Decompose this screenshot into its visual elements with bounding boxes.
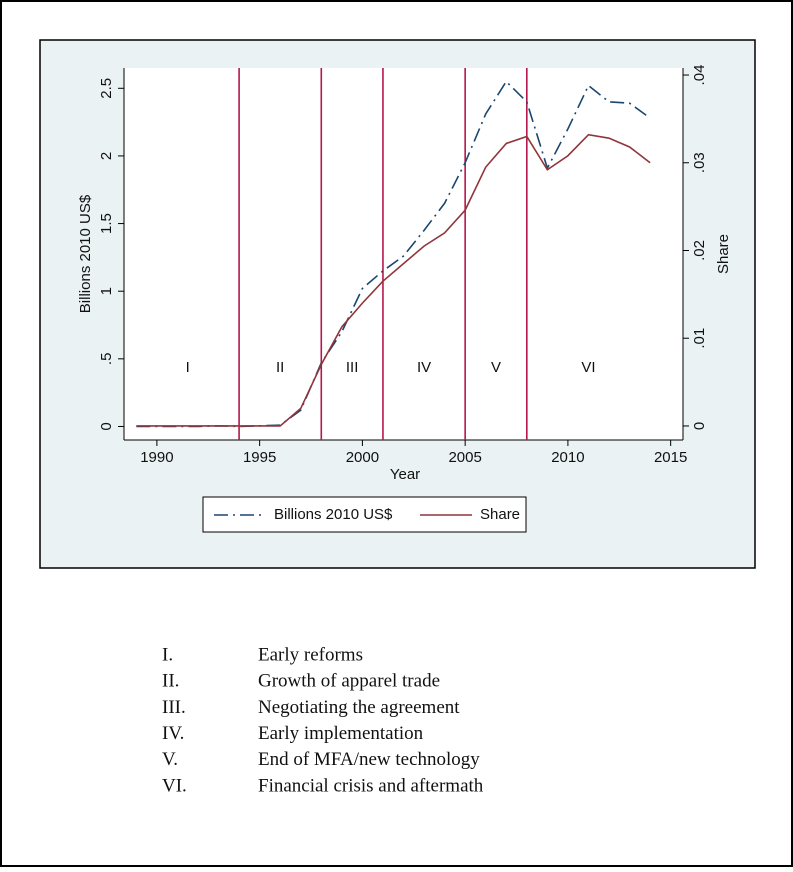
- phase-numeral: III.: [162, 697, 186, 718]
- y-tick-label: 0: [98, 422, 115, 430]
- phase-label: Financial crisis and aftermath: [258, 775, 484, 796]
- phase-label: Growth of apparel trade: [258, 671, 440, 692]
- phase-label: Early reforms: [258, 644, 363, 665]
- period-label: VI: [581, 359, 595, 376]
- plot: 1990 1995 2000 2005 2010 2015 0 .5 1 1.5 2 2.5 0 .01.…: [98, 65, 708, 523]
- phase-label: Early implementation: [258, 723, 424, 744]
- y2-axis-title: Share: [715, 234, 732, 274]
- legend: [202, 496, 527, 533]
- phase-numeral: II.: [162, 671, 179, 692]
- period-label: I: [186, 359, 190, 376]
- x-tick-label: 1990: [140, 449, 173, 466]
- y2-tick-label: .01: [691, 328, 708, 349]
- phase-numeral: I.: [162, 644, 173, 665]
- x-tick-label: 1995: [243, 449, 276, 466]
- y-tick-label: 1: [98, 287, 115, 295]
- phase-numeral: VI.: [162, 775, 187, 796]
- x-tick-label: 2015: [654, 449, 687, 466]
- x-axis-title: Year: [390, 466, 420, 483]
- legend-label: Billions 2010 US$: [274, 506, 393, 523]
- y-axis-title: Billions 2010 US$: [77, 194, 94, 313]
- phase-label: End of MFA/new technology: [258, 749, 480, 770]
- phase-numeral: V.: [162, 749, 178, 770]
- legend-label: Share: [480, 506, 520, 523]
- y2-tick-label: .04: [691, 65, 708, 86]
- y-tick-label: 2.5: [98, 78, 115, 99]
- period-label: IV: [417, 359, 431, 376]
- plot-area: [124, 68, 683, 440]
- y2-tick-label: .02: [691, 240, 708, 261]
- x-tick-label: 2005: [448, 449, 481, 466]
- series-line: [136, 133, 651, 427]
- y2-tick-label: .03: [691, 152, 708, 173]
- y-tick-label: .5: [98, 353, 115, 366]
- x-tick-label: 2000: [346, 449, 379, 466]
- phase-list: I. Early reforms II. Growth of apparel trad…: [162, 644, 484, 796]
- y-tick-label: 1.5: [98, 213, 115, 234]
- period-label: III: [346, 359, 359, 376]
- phase-numeral: IV.: [162, 723, 184, 744]
- y-tick-label: 2: [98, 152, 115, 160]
- y2-tick-label: 0: [691, 422, 708, 430]
- x-tick-label: 2010: [551, 449, 584, 466]
- period-label: II: [276, 359, 284, 376]
- phase-label: Negotiating the agreement: [258, 697, 460, 718]
- period-label: V: [491, 359, 501, 376]
